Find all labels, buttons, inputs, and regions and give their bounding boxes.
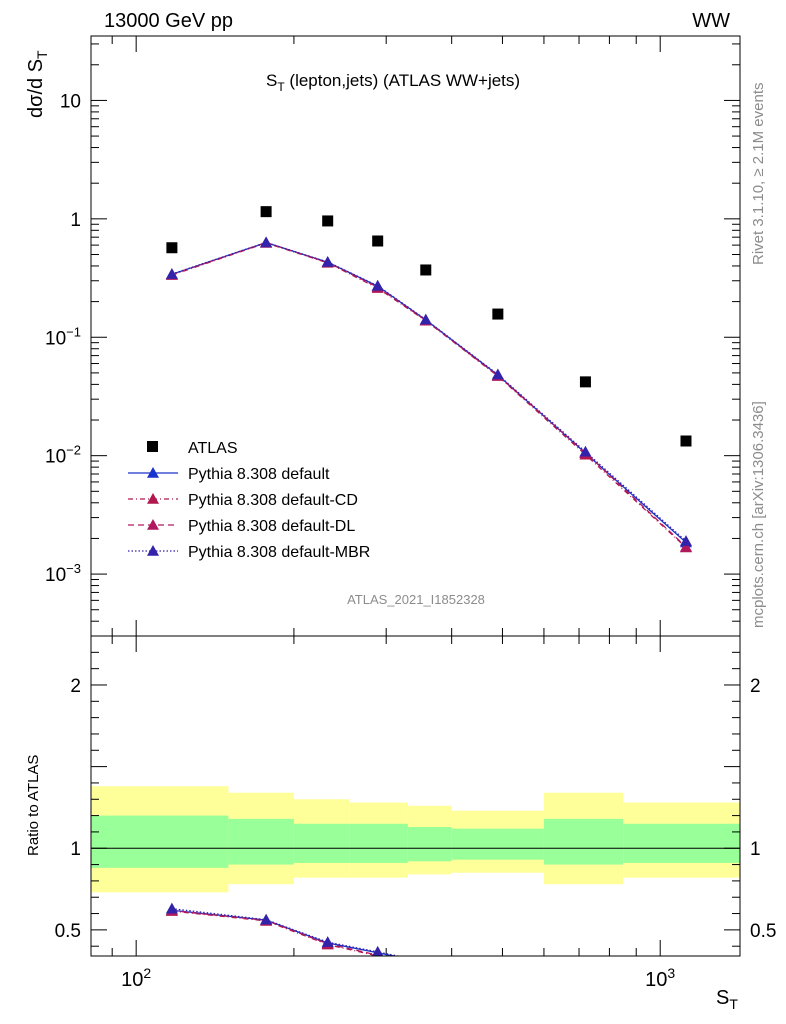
plot-title-rest: (lepton,jets) (ATLAS WW+jets) bbox=[285, 71, 520, 90]
ratio-uncertainty-bands bbox=[91, 786, 740, 893]
plot-title-sub: T bbox=[277, 80, 285, 94]
series-3-marker bbox=[419, 313, 432, 325]
ratio-0-marker bbox=[420, 957, 432, 968]
green-band-0 bbox=[91, 815, 229, 868]
series-3-marker bbox=[491, 368, 504, 380]
ratio-3-marker bbox=[372, 945, 384, 956]
data-point bbox=[166, 242, 178, 254]
main-y-tick-label: 1 bbox=[70, 210, 81, 231]
analysis-watermark: ATLAS_2021_I1852328 bbox=[347, 592, 485, 607]
legend-marker-1 bbox=[147, 493, 159, 504]
header-left: 13000 GeV pp bbox=[104, 10, 233, 32]
data-point bbox=[680, 435, 692, 447]
data-point bbox=[579, 376, 591, 388]
main-y-tick-label: 10 bbox=[60, 91, 81, 112]
plot-title-main: S bbox=[266, 71, 277, 90]
main-y-tick-label-base: 10 bbox=[45, 565, 66, 586]
green-band-7 bbox=[623, 823, 740, 863]
ratio-3-marker bbox=[165, 902, 178, 914]
series-2-marker bbox=[679, 540, 692, 552]
ratio-y-tick-label-left: 1 bbox=[70, 839, 81, 860]
series-3-marker bbox=[579, 445, 592, 457]
green-band-6 bbox=[543, 818, 624, 865]
x-tick-label-base: 10 bbox=[121, 969, 143, 991]
ratio-y-tick-label-left: 0.5 bbox=[55, 921, 81, 942]
ratio-2-marker bbox=[420, 957, 432, 968]
green-band-1 bbox=[228, 818, 294, 865]
x-tick-label: 103 bbox=[645, 965, 675, 991]
data-point bbox=[372, 235, 384, 247]
series-3-marker bbox=[321, 256, 334, 267]
ratio-y-axis-label: Ratio to ATLAS bbox=[25, 755, 42, 856]
plot-title: ST (lepton,jets) (ATLAS WW+jets) bbox=[266, 71, 520, 94]
ratio-y-tick-label-right: 1 bbox=[750, 839, 761, 860]
ratio-3-marker bbox=[425, 955, 426, 956]
ratio-line-1 bbox=[171, 910, 382, 956]
data-point bbox=[260, 206, 272, 218]
ratio-y-tick-label-right: 2 bbox=[750, 676, 761, 697]
ratio-series-lines bbox=[165, 902, 432, 968]
ratio-plot-frame bbox=[90, 635, 741, 957]
series-line-2 bbox=[171, 241, 687, 548]
green-band-5 bbox=[451, 828, 544, 860]
x-tick-label: 102 bbox=[121, 965, 151, 991]
ratio-y-tick-label-left: 2 bbox=[70, 676, 81, 697]
main-series-lines bbox=[165, 236, 692, 553]
green-band-4 bbox=[407, 827, 452, 862]
green-band-2 bbox=[293, 823, 350, 863]
x-tick-label-exp: 2 bbox=[143, 965, 151, 981]
legend-label-0: Pythia 8.308 default bbox=[188, 466, 330, 483]
legend-marker-2 bbox=[147, 519, 159, 530]
legend-label-1: Pythia 8.308 default-CD bbox=[188, 492, 358, 509]
main-y-tick-label-exp: −1 bbox=[66, 324, 81, 339]
green-band-3 bbox=[349, 823, 408, 863]
data-points bbox=[166, 206, 692, 447]
legend: ATLAS Pythia 8.308 default Pythia 8.308 de… bbox=[128, 440, 370, 561]
main-y-tick-label: 10−1 bbox=[45, 324, 81, 349]
data-point bbox=[492, 308, 504, 320]
legend-marker-3 bbox=[147, 545, 159, 556]
legend-label-data: ATLAS bbox=[188, 440, 238, 457]
x-tick-label-exp: 3 bbox=[667, 965, 675, 981]
legend-label-2: Pythia 8.308 default-DL bbox=[188, 518, 355, 535]
series-3-marker bbox=[679, 535, 692, 546]
data-point bbox=[420, 264, 432, 276]
main-y-tick-label-base: 10 bbox=[45, 447, 66, 468]
ratio-3-marker bbox=[260, 913, 273, 925]
main-y-tick-label-exp: −3 bbox=[66, 561, 81, 576]
main-y-axis-label-main: dσ/d S bbox=[25, 59, 47, 118]
x-axis-label-sub: T bbox=[729, 996, 738, 1012]
main-y-tick-label: 10−3 bbox=[45, 561, 81, 586]
legend-label-3: Pythia 8.308 default-MBR bbox=[188, 544, 370, 561]
ratio-line-3 bbox=[171, 908, 401, 956]
series-line-3 bbox=[171, 241, 687, 542]
series-3-marker bbox=[165, 268, 178, 279]
mcplots-label: mcplots.cern.ch [arXiv:1306.3436] bbox=[750, 401, 767, 628]
rivet-label: Rivet 3.1.10, ≥ 2.1M events bbox=[750, 83, 767, 266]
ratio-line-0 bbox=[171, 909, 397, 956]
data-point bbox=[322, 215, 334, 227]
main-y-tick-label: 10−2 bbox=[45, 443, 81, 468]
series-3-marker bbox=[371, 279, 384, 291]
legend-marker-0 bbox=[147, 467, 159, 478]
ratio-line-2 bbox=[171, 909, 387, 956]
x-axis-label: ST bbox=[716, 987, 738, 1012]
header-right: WW bbox=[692, 10, 730, 32]
ratio-y-tick-label-right: 0.5 bbox=[750, 921, 776, 942]
ratio-3-marker bbox=[321, 936, 334, 947]
x-tick-label-base: 10 bbox=[645, 969, 667, 991]
main-y-axis-label-sub: T bbox=[34, 50, 50, 59]
x-axis-label-main: S bbox=[716, 987, 729, 1009]
main-y-tick-label-exp: −2 bbox=[66, 443, 81, 458]
main-y-tick-label-base: 10 bbox=[45, 328, 66, 349]
legend-marker-data bbox=[147, 441, 158, 452]
main-y-axis-label: dσ/d ST bbox=[25, 50, 50, 118]
series-3-marker bbox=[260, 236, 273, 248]
